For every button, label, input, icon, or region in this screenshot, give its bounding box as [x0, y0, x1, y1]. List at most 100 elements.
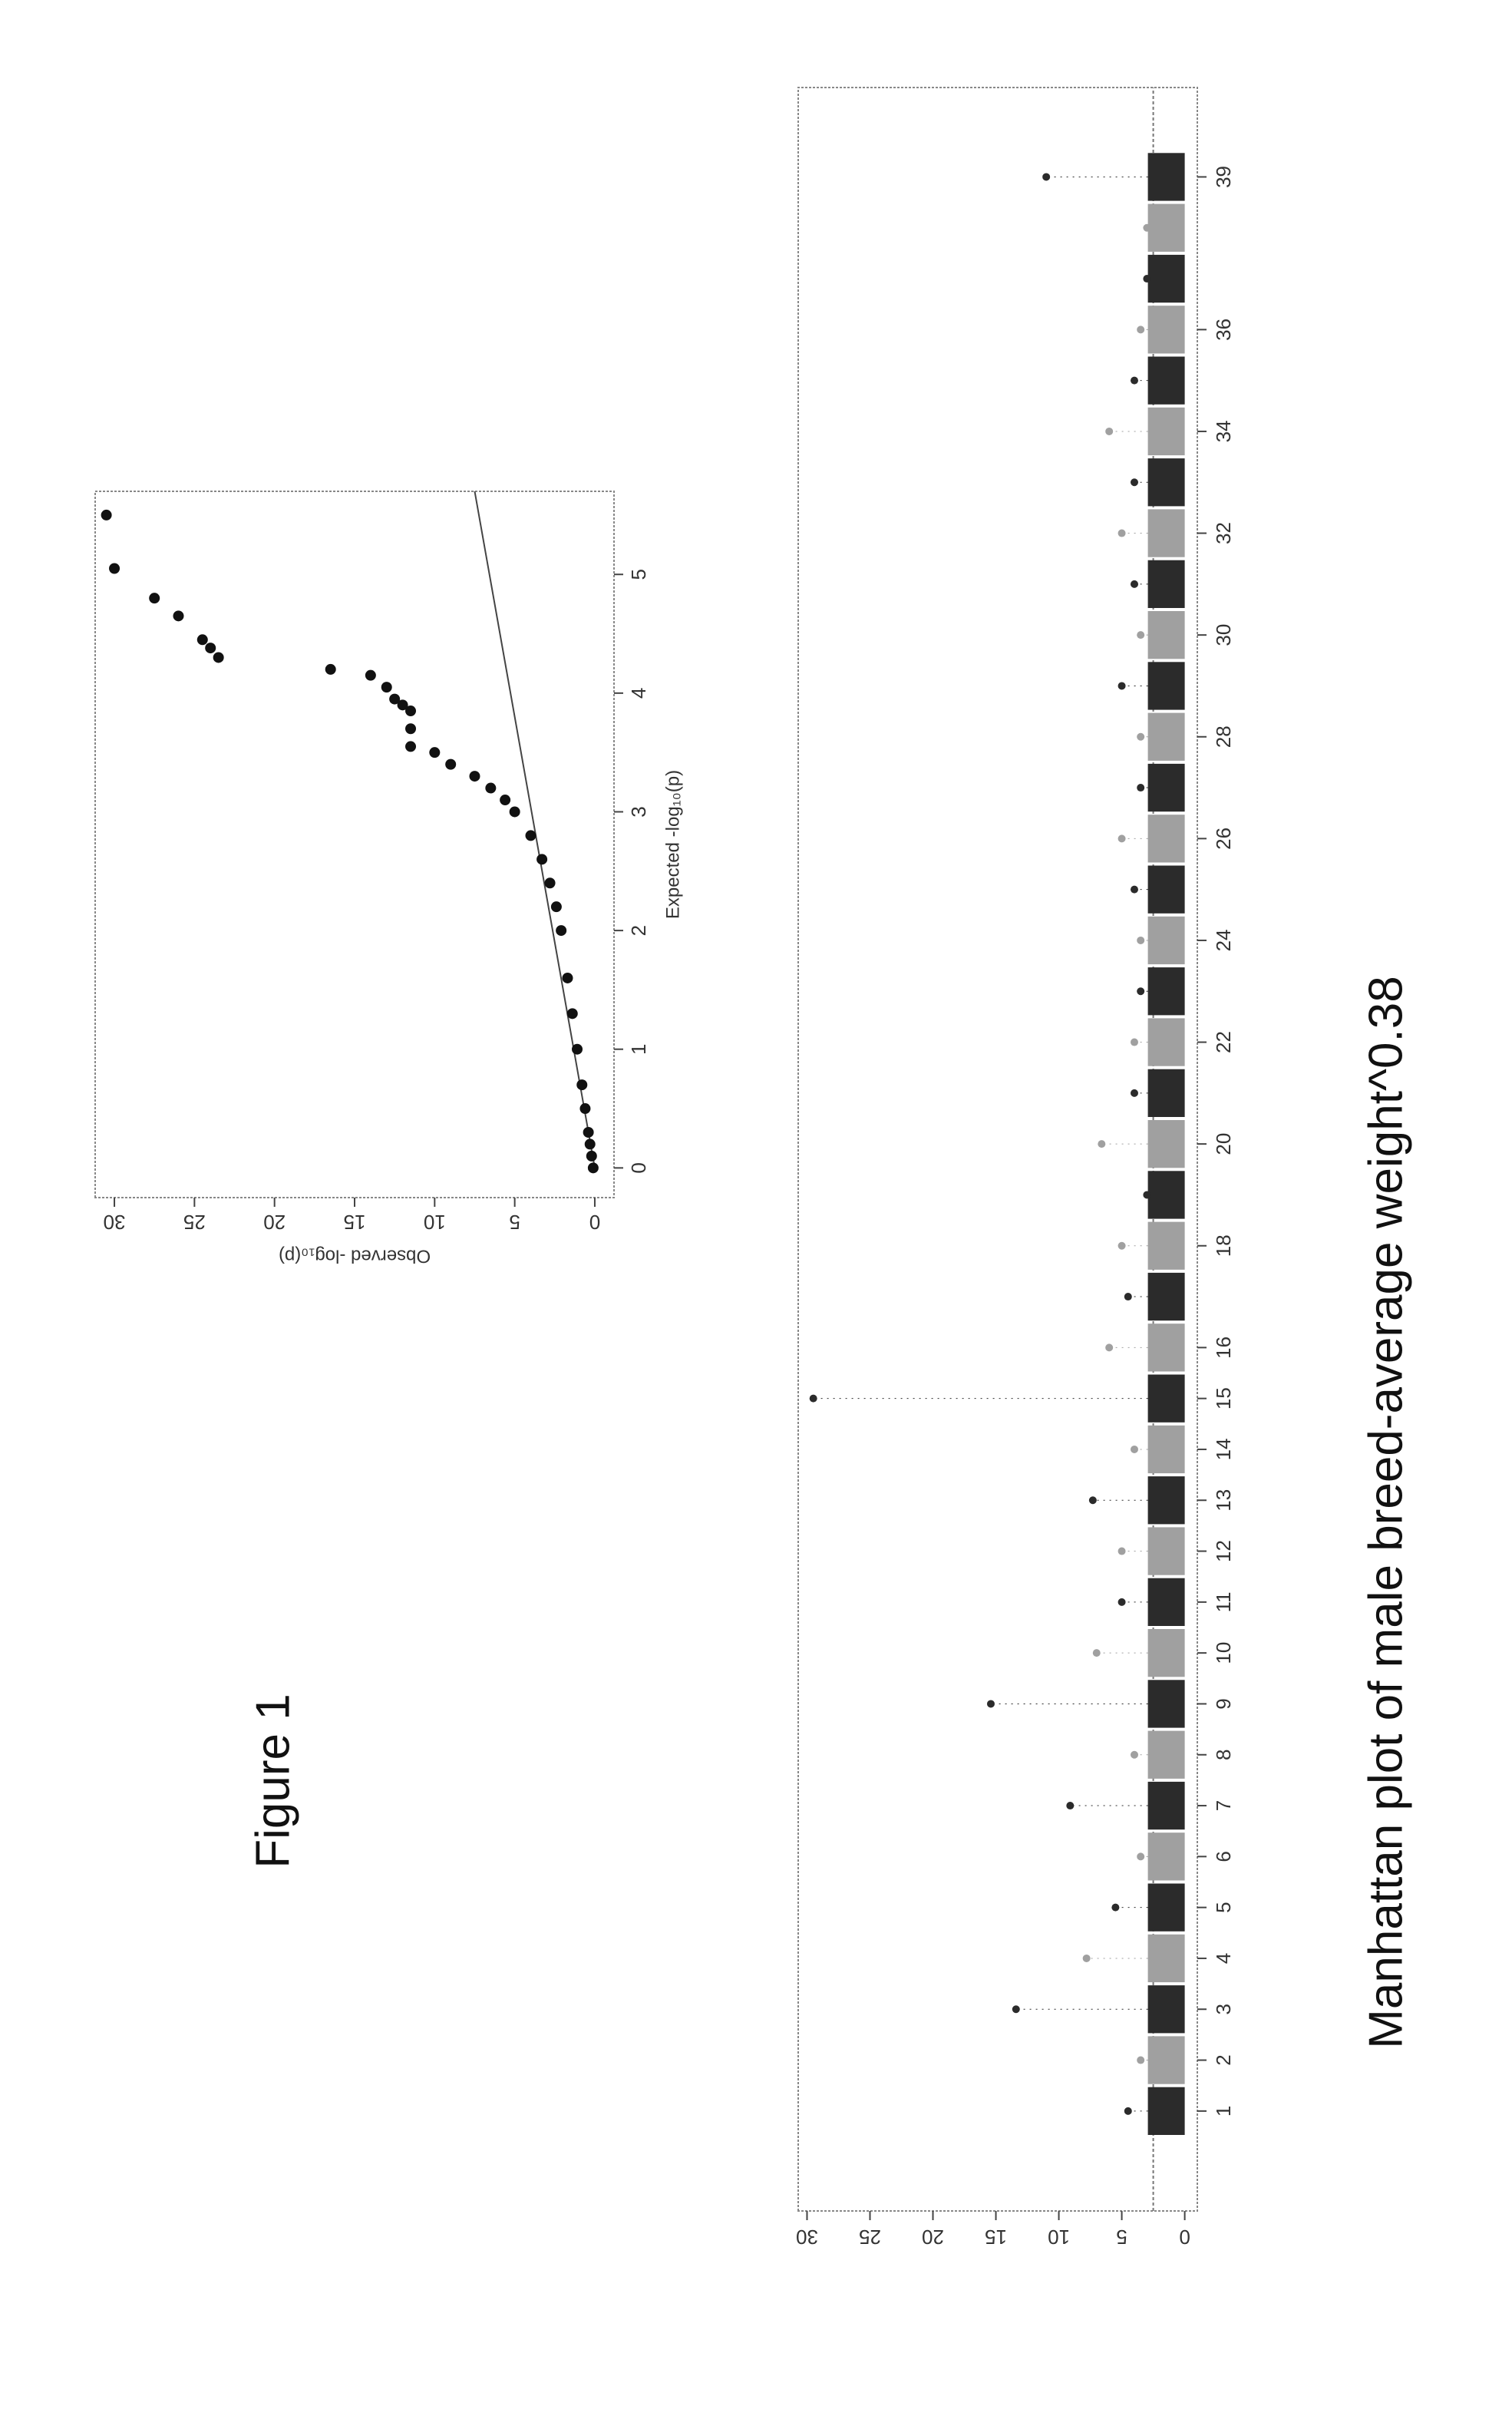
peak-snp — [1137, 326, 1144, 333]
qq-point — [325, 664, 336, 675]
peak-snp — [1143, 1191, 1151, 1198]
snp-band — [1148, 2087, 1185, 2135]
snp-band — [1148, 1375, 1185, 1423]
qq-point — [405, 723, 416, 734]
qq-point — [576, 1079, 587, 1090]
reference-line — [474, 491, 594, 1168]
snp-band — [1148, 204, 1185, 252]
snp-band — [1148, 1018, 1185, 1066]
peak-snp — [1137, 2057, 1144, 2064]
x-tick-label: 7 — [1212, 1800, 1235, 1811]
peak-snp — [1105, 1343, 1113, 1351]
peak-snp — [1137, 937, 1144, 944]
x-axis-title: Expected -log₁₀(p) — [662, 770, 683, 919]
y-tick-label: 25 — [859, 2226, 881, 2249]
x-tick-label: 12 — [1212, 1540, 1235, 1562]
snp-band — [1148, 611, 1185, 659]
qq-point — [588, 1162, 599, 1173]
qq-point — [173, 610, 183, 621]
peak-snp — [1093, 1649, 1101, 1657]
peak-snp — [987, 1700, 995, 1707]
peak-snp — [1111, 1904, 1119, 1912]
peak-snp — [1105, 428, 1113, 435]
y-tick-label: 15 — [985, 2226, 1007, 2249]
qq-point — [586, 1151, 597, 1162]
qq-point — [197, 634, 208, 645]
peak-snp — [1118, 530, 1126, 537]
peak-snp — [1131, 1751, 1138, 1759]
x-tick-label: 5 — [627, 569, 650, 580]
peak-snp — [1137, 1852, 1144, 1860]
qq-plot-frame — [95, 491, 614, 1198]
qq-point — [526, 830, 536, 841]
x-tick-label: 20 — [1212, 1133, 1235, 1155]
x-tick-label: 3 — [627, 806, 650, 817]
x-tick-label: 15 — [1212, 1387, 1235, 1409]
qq-point — [109, 563, 120, 574]
x-tick-label: 16 — [1212, 1337, 1235, 1359]
y-tick-label: 5 — [1116, 2226, 1127, 2249]
x-tick-label: 18 — [1212, 1234, 1235, 1257]
x-tick-label: 1 — [627, 1043, 650, 1054]
peak-snp — [1137, 631, 1144, 639]
qq-point — [585, 1138, 596, 1149]
snp-band — [1148, 357, 1185, 405]
snp-band — [1148, 408, 1185, 455]
landscape-page: Figure 1 012345051015202530Expected -log… — [95, 88, 1412, 2249]
qq-point — [445, 759, 456, 770]
snp-band — [1148, 1884, 1185, 1932]
x-tick-label: 24 — [1212, 929, 1235, 951]
y-axis-title: Observed -log₁₀(p) — [279, 1246, 431, 1267]
peak-snp — [1131, 886, 1138, 894]
snp-band — [1148, 1171, 1185, 1218]
qq-point — [545, 877, 556, 888]
x-tick-label: 36 — [1212, 319, 1235, 341]
snp-band — [1148, 866, 1185, 914]
peak-snp — [1131, 1039, 1138, 1046]
qq-point — [536, 854, 547, 864]
x-tick-label: 10 — [1212, 1642, 1235, 1664]
y-tick-label: 20 — [263, 1211, 286, 1234]
x-tick-label: 4 — [1212, 1953, 1235, 1964]
snp-band — [1148, 1273, 1185, 1320]
snp-band — [1148, 1578, 1185, 1626]
peak-snp — [1131, 1446, 1138, 1453]
x-tick-label: 2 — [627, 925, 650, 936]
snp-band — [1148, 1476, 1185, 1524]
chart-title: Manhattan plot of male breed-average wei… — [1359, 976, 1412, 2048]
y-tick-label: 0 — [589, 1211, 600, 1234]
x-tick-label: 39 — [1212, 166, 1235, 188]
snp-band — [1148, 509, 1185, 557]
qq-point — [469, 771, 480, 782]
x-tick-label: 11 — [1212, 1591, 1235, 1612]
peak-snp — [1118, 1242, 1126, 1250]
snp-band — [1148, 458, 1185, 506]
manhattan-frame — [798, 88, 1197, 2211]
qq-point — [381, 682, 392, 692]
peak-snp — [1131, 377, 1138, 385]
qq-point — [562, 973, 573, 983]
snp-band — [1148, 1832, 1185, 1880]
qq-point — [149, 593, 160, 603]
page: {"figure_label": "Figure 1", "chart_data… — [0, 0, 1512, 2419]
x-tick-label: 0 — [627, 1162, 650, 1173]
snp-band — [1148, 1426, 1185, 1473]
y-tick-label: 30 — [796, 2226, 818, 2249]
peak-snp — [1089, 1496, 1097, 1504]
qq-point — [365, 670, 376, 681]
y-tick-label: 10 — [1048, 2226, 1070, 2249]
peak-snp — [1131, 580, 1138, 588]
snp-band — [1148, 1324, 1185, 1371]
figure: Figure 1 012345051015202530Expected -log… — [0, 0, 1512, 2419]
peak-snp — [810, 1395, 817, 1403]
y-tick-label: 20 — [922, 2226, 944, 2249]
x-tick-label: 4 — [627, 688, 650, 699]
qq-point — [572, 1044, 583, 1055]
snp-band — [1148, 1935, 1185, 1982]
x-tick-label: 30 — [1212, 624, 1235, 646]
snp-band — [1148, 662, 1185, 709]
x-tick-label: 3 — [1212, 2004, 1235, 2014]
qq-point — [567, 1008, 578, 1019]
qq-point — [551, 901, 562, 912]
y-tick-label: 5 — [509, 1211, 520, 1234]
